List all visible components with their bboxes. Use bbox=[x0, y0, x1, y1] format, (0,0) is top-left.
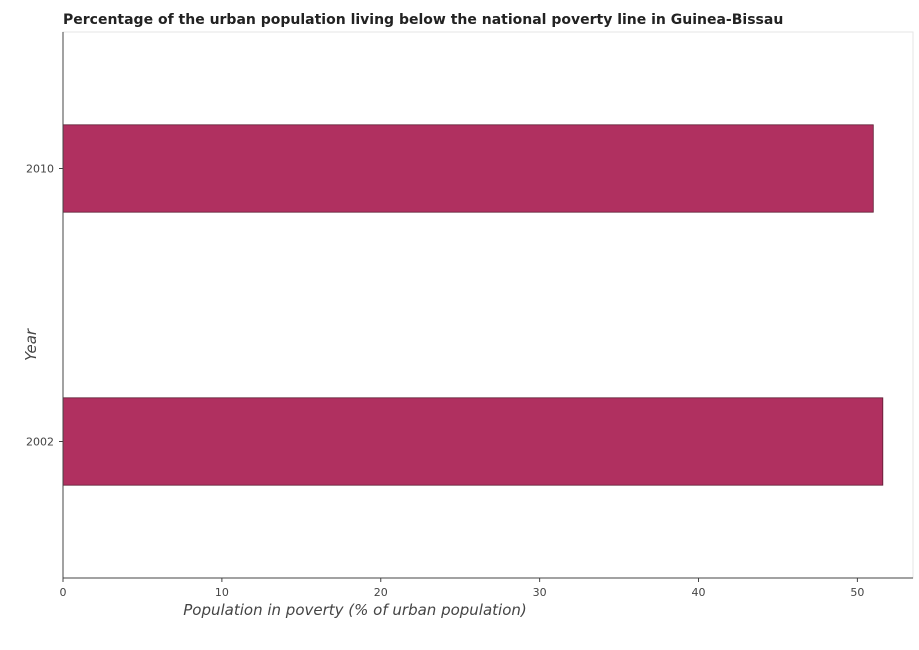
y-tick-label-2010: 2010 bbox=[26, 163, 54, 176]
plot-area: 2010 2002 0 10 20 30 40 50 bbox=[26, 31, 914, 599]
x-tick-label-0: 0 bbox=[60, 586, 67, 599]
y-tick-label-2002: 2002 bbox=[26, 436, 54, 449]
x-tick-label-10: 10 bbox=[215, 586, 229, 599]
chart-title: Percentage of the urban population livin… bbox=[63, 12, 783, 28]
x-tick-label-40: 40 bbox=[692, 586, 706, 599]
bar-2010 bbox=[62, 124, 874, 213]
x-tick-label-30: 30 bbox=[533, 586, 547, 599]
x-tick-label-20: 20 bbox=[374, 586, 388, 599]
x-axis-label: Population in poverty (% of urban popula… bbox=[183, 601, 526, 619]
x-tick-label-50: 50 bbox=[850, 586, 864, 599]
bar-2002 bbox=[62, 397, 884, 486]
plot-frame bbox=[62, 31, 914, 579]
y-axis-label: Year bbox=[22, 328, 40, 361]
